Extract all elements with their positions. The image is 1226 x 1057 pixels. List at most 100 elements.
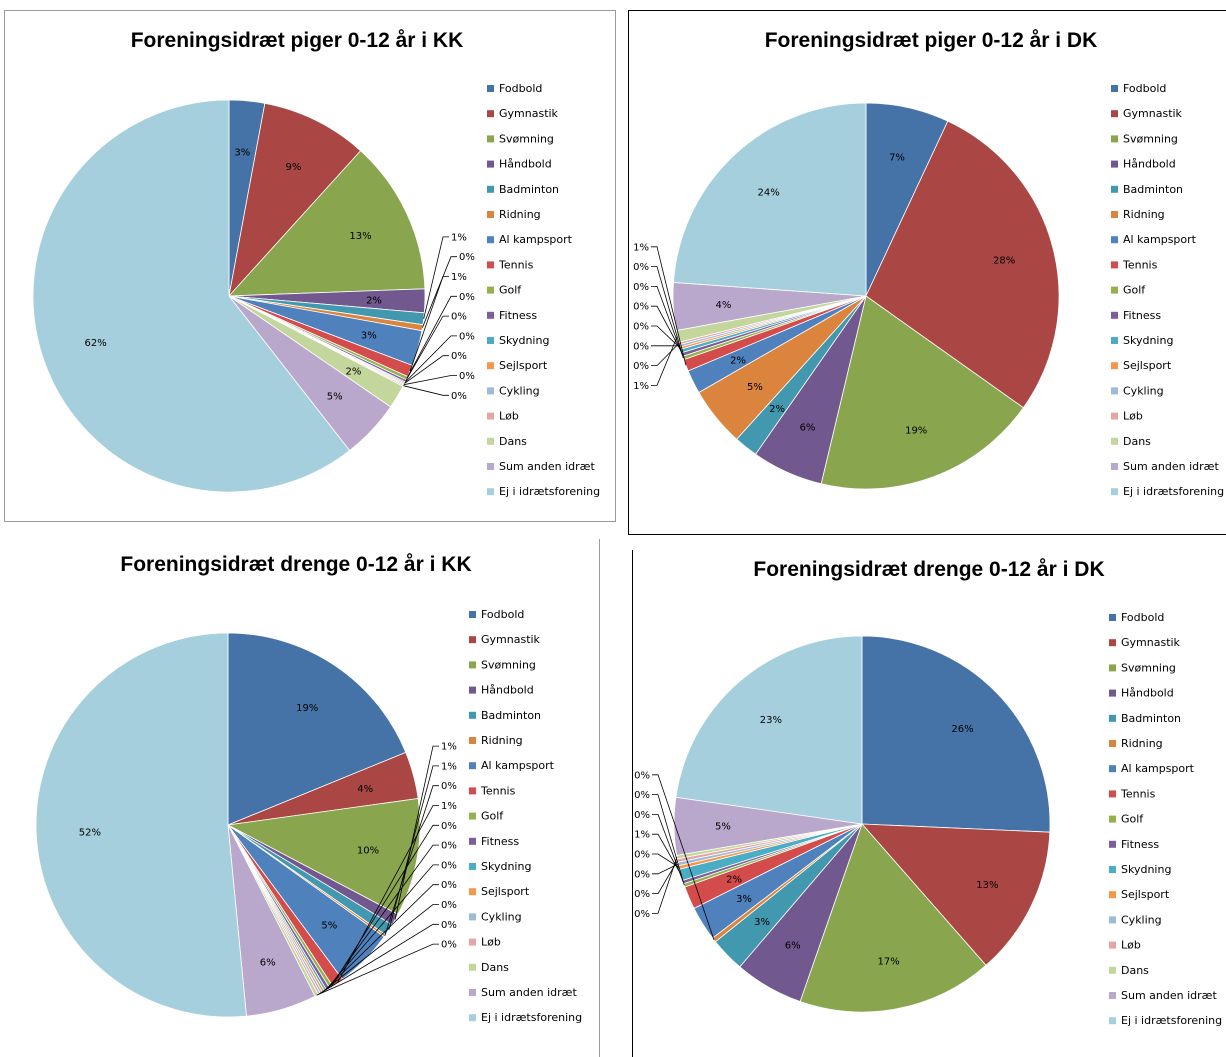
chart-title: Foreningsidræt drenge 0-12 år i DK xyxy=(753,558,1104,581)
leader-line-tennis xyxy=(337,805,439,983)
legend-item-badminton: Badminton xyxy=(481,709,541,722)
legend-item-ej-i-idraetsforening: Ej i idrætsforening xyxy=(499,485,600,498)
legend-swatch-sum-anden-idraet xyxy=(1109,992,1116,999)
data-label-skydning: 0% xyxy=(633,302,649,313)
chart-panel-piger-kk: Foreningsidræt piger 0-12 år i KK 3% 9% 13%… xyxy=(4,10,616,522)
data-label-loeb: 0% xyxy=(634,889,650,900)
legend-swatch-golf xyxy=(487,286,494,294)
legend-item-svoemning: Svømning xyxy=(1123,132,1178,145)
legend-swatch-tennis xyxy=(1111,261,1118,269)
data-label-haandbold: 2% xyxy=(366,296,382,307)
data-label-ej-i-idraetsforening: 24% xyxy=(757,188,779,199)
data-label-badminton: 1% xyxy=(451,232,467,243)
legend-swatch-ridning xyxy=(1109,740,1116,747)
legend-item-gymnastik: Gymnastik xyxy=(499,107,559,120)
legend-item-tennis: Tennis xyxy=(1122,258,1158,271)
legend-item-sum-anden-idraet: Sum anden idræt xyxy=(1121,989,1217,1002)
leader-line-skydning xyxy=(404,335,457,383)
legend-item-dans: Dans xyxy=(1123,435,1151,448)
pie-slice-fodbold xyxy=(227,632,407,826)
data-label-dans: 0% xyxy=(634,909,650,920)
leader-line-sejlsport xyxy=(651,325,681,349)
legend-swatch-golf xyxy=(1111,286,1118,294)
data-label-ej-i-idraetsforening: 52% xyxy=(79,828,101,839)
legend-swatch-sum-anden-idraet xyxy=(1111,463,1118,470)
legend-item-haandbold: Håndbold xyxy=(1121,687,1174,700)
leader-line-golf xyxy=(330,824,439,988)
legend-swatch-sejlsport xyxy=(1109,891,1116,899)
data-label-dans: 1% xyxy=(633,381,649,392)
legend-swatch-tennis xyxy=(487,261,494,269)
pie-slice-ej-i-idraetsforening xyxy=(675,635,863,825)
legend-item-fodbold: Fodbold xyxy=(481,608,524,621)
leader-line-haandbold xyxy=(394,745,439,920)
leader-line-badminton xyxy=(423,236,449,319)
legend-item-golf: Golf xyxy=(499,284,522,297)
chart-panel-piger-dk: Foreningsidræt piger 0-12 år i DK 7% 28% 19… xyxy=(628,10,1226,535)
pie-chart-svg: Foreningsidræt drenge 0-12 år i DK 26% 13%… xyxy=(634,558,1222,1027)
data-label-ej-i-idraetsforening: 62% xyxy=(84,338,106,349)
legend-item-dans: Dans xyxy=(1121,964,1149,977)
legend-item-fitness: Fitness xyxy=(1121,838,1159,851)
data-label-gymnastik: 13% xyxy=(976,880,998,891)
data-label-cykling: 0% xyxy=(459,371,475,382)
legend-swatch-fodbold xyxy=(1109,614,1116,621)
legend-item-cykling: Cykling xyxy=(1123,384,1164,397)
legend-swatch-badminton xyxy=(469,711,476,719)
legend-swatch-ej-i-idraetsforening xyxy=(1111,488,1118,496)
data-label-sejlsport: 0% xyxy=(633,322,649,333)
legend-swatch-fodbold xyxy=(487,85,494,92)
chart-title: Foreningsidræt drenge 0-12 år i KK xyxy=(120,553,471,576)
legend-swatch-golf xyxy=(469,812,476,820)
data-label-sum-anden-idraet: 5% xyxy=(715,822,731,833)
leader-line-ridning xyxy=(652,774,715,941)
legend-swatch-haandbold xyxy=(487,160,494,168)
legend-item-svoemning: Svømning xyxy=(499,132,554,145)
legend-item-al-kampsport: Al kampsport xyxy=(499,233,573,246)
legend-item-tennis: Tennis xyxy=(1120,787,1156,800)
legend-swatch-dans xyxy=(1109,966,1116,974)
data-label-fitness: 0% xyxy=(633,282,649,293)
legend-swatch-svoemning xyxy=(1111,135,1118,143)
legend-item-svoemning: Svømning xyxy=(481,658,536,671)
legend-item-ej-i-idraetsforening: Ej i idrætsforening xyxy=(481,1011,582,1024)
data-label-badminton: 2% xyxy=(769,404,785,415)
data-label-sum-anden-idraet: 4% xyxy=(715,300,731,311)
legend-swatch-sejlsport xyxy=(487,362,494,370)
legend-item-golf: Golf xyxy=(1121,813,1144,826)
legend-swatch-ridning xyxy=(469,737,476,744)
leader-line-golf xyxy=(652,794,685,886)
leader-line-fitness xyxy=(405,315,449,382)
leader-line-sejlsport xyxy=(404,355,449,384)
leader-line-fitness xyxy=(652,813,684,883)
data-label-haandbold: 6% xyxy=(800,422,816,433)
leader-line-ridning xyxy=(422,256,457,328)
leader-line-fitness xyxy=(327,844,439,990)
legend-swatch-cykling xyxy=(469,913,476,921)
leader-line-ridning xyxy=(384,785,439,936)
data-label-cykling: 0% xyxy=(633,341,649,352)
legend-swatch-badminton xyxy=(487,185,494,193)
legend-swatch-ridning xyxy=(1111,211,1118,218)
legend-item-sum-anden-idraet: Sum anden idræt xyxy=(481,986,577,999)
data-label-loeb: 0% xyxy=(441,920,457,931)
legend-item-svoemning: Svømning xyxy=(1121,661,1176,674)
data-label-skydning: 0% xyxy=(441,860,457,871)
data-label-golf: 0% xyxy=(441,821,457,832)
legend-swatch-skydning xyxy=(487,337,494,344)
leader-line-cykling xyxy=(403,375,457,386)
data-label-haandbold: 6% xyxy=(785,941,801,952)
legend-swatch-dans xyxy=(469,963,476,971)
data-label-badminton: 1% xyxy=(441,761,457,772)
chart-panel-drenge-kk: Foreningsidræt drenge 0-12 år i KK 19% 4% 1… xyxy=(4,539,600,1057)
legend-item-fodbold: Fodbold xyxy=(1123,82,1166,95)
leader-line-loeb xyxy=(651,343,680,367)
data-label-ridning: 5% xyxy=(747,382,763,393)
pie-slice-gymnastik xyxy=(861,823,1051,966)
legend-swatch-fodbold xyxy=(1111,85,1118,92)
leader-line-badminton xyxy=(388,765,439,930)
legend-item-gymnastik: Gymnastik xyxy=(1121,636,1181,649)
data-label-al-kampsport: 3% xyxy=(736,894,752,905)
legend-item-skydning: Skydning xyxy=(1121,863,1171,876)
legend-item-dans: Dans xyxy=(481,961,509,974)
